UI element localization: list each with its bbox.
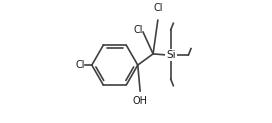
Text: Cl: Cl [153,3,163,13]
Text: Cl: Cl [134,25,143,35]
Text: Cl: Cl [75,60,85,70]
Text: Si: Si [166,50,175,60]
Text: OH: OH [133,96,148,106]
